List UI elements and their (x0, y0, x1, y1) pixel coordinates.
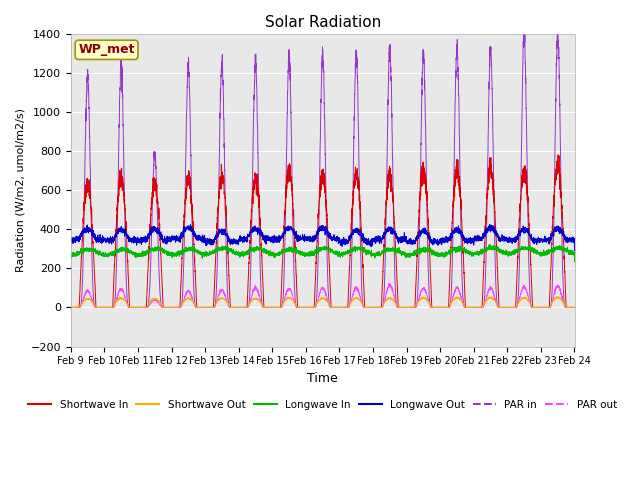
Shortwave In (570, 305, 578, 311)
Text: WP_met: WP_met (78, 43, 135, 56)
Legend: Shortwave In, Shortwave Out, Longwave In, Longwave Out, PAR in, PAR out: Shortwave In, Shortwave Out, Longwave In… (24, 396, 621, 414)
Longwave In (486, 241, 493, 247)
PAR out (303, 305, 311, 311)
PAR in (435, 305, 443, 311)
Shortwave Out (408, 305, 415, 311)
PAR in (570, 305, 578, 311)
Longwave In (67, 250, 75, 256)
Longwave In (435, 251, 443, 256)
Longwave Out (303, 237, 311, 242)
Shortwave Out (464, 304, 472, 310)
Longwave In (570, 250, 578, 256)
Shortwave In (554, 152, 562, 158)
Shortwave Out (435, 304, 443, 310)
PAR in (408, 305, 415, 311)
Longwave In (157, 247, 165, 252)
Line: Shortwave Out: Shortwave Out (71, 297, 575, 308)
Longwave Out (435, 240, 443, 246)
Line: PAR out: PAR out (71, 283, 575, 308)
Longwave In (303, 250, 311, 256)
Longwave Out (486, 221, 493, 227)
Shortwave In (303, 305, 311, 311)
Shortwave In (464, 305, 472, 311)
Longwave In (408, 253, 415, 259)
Shortwave Out (554, 294, 562, 300)
X-axis label: Time: Time (307, 372, 338, 385)
PAR out (435, 305, 443, 311)
Shortwave Out (157, 302, 165, 308)
Shortwave Out (303, 305, 311, 311)
Longwave In (571, 259, 579, 264)
Longwave Out (157, 234, 165, 240)
Longwave Out (464, 237, 472, 242)
PAR out (157, 304, 165, 310)
PAR out (67, 305, 75, 311)
Shortwave Out (571, 304, 579, 310)
Longwave In (464, 249, 472, 255)
PAR in (67, 305, 75, 311)
PAR in (157, 302, 165, 308)
PAR out (464, 305, 472, 311)
Longwave Out (570, 238, 578, 243)
Line: Longwave In: Longwave In (71, 244, 575, 262)
PAR in (464, 305, 472, 311)
Shortwave In (435, 305, 443, 311)
Longwave Out (67, 235, 75, 241)
PAR out (385, 280, 393, 286)
Title: Solar Radiation: Solar Radiation (264, 15, 381, 30)
PAR out (570, 305, 578, 311)
PAR out (408, 305, 415, 311)
Longwave Out (408, 238, 415, 244)
Y-axis label: Radiation (W/m2, umol/m2/s): Radiation (W/m2, umol/m2/s) (15, 108, 25, 272)
PAR out (571, 305, 579, 311)
Shortwave Out (67, 305, 75, 311)
Shortwave In (67, 305, 75, 311)
Line: Longwave Out: Longwave Out (71, 224, 575, 251)
Longwave Out (571, 248, 579, 253)
Line: PAR in: PAR in (71, 26, 575, 308)
PAR in (571, 305, 579, 311)
PAR in (303, 305, 311, 311)
Shortwave In (571, 305, 579, 311)
Shortwave Out (570, 304, 578, 310)
Shortwave In (157, 264, 165, 269)
PAR in (554, 24, 561, 29)
Shortwave In (408, 305, 415, 311)
Line: Shortwave In: Shortwave In (71, 155, 575, 308)
